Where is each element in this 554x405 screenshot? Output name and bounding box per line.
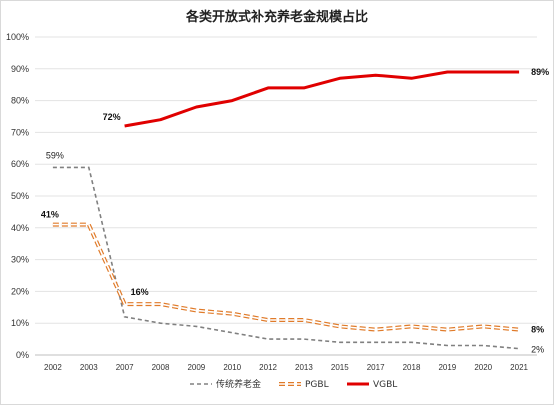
- series-line-2-outer: [52, 222, 520, 332]
- x-tick-label: 2007: [116, 363, 134, 372]
- x-tick-label: 2012: [259, 363, 277, 372]
- series-line-2-inner: [52, 223, 520, 331]
- data-label: 2%: [531, 345, 544, 355]
- x-tick-label: 2019: [438, 363, 456, 372]
- y-tick-label: 10%: [11, 318, 29, 328]
- series-line-1: [52, 166, 520, 350]
- legend-item-2: PGBL: [279, 380, 329, 390]
- x-tick-label: 2010: [223, 363, 241, 372]
- x-tick-label: 2003: [80, 363, 98, 372]
- y-tick-label: 30%: [11, 255, 29, 265]
- x-tick-label: 2018: [403, 363, 421, 372]
- x-tick-label: 2020: [474, 363, 492, 372]
- data-label: 72%: [103, 112, 121, 122]
- x-axis-ticks: 2002 2003 2007 2008 2009 2010 2012 2013 2015 2017…: [44, 363, 528, 372]
- x-tick-label: 2009: [187, 363, 205, 372]
- x-tick-label: 2015: [331, 363, 349, 372]
- gridlines: [35, 36, 537, 356]
- legend-item-3: VGBL: [347, 380, 397, 390]
- y-axis-ticks: 0% 10% 20% 30% 40% 50% 60% 70% 80% 90% 100%: [6, 32, 29, 360]
- data-label: 8%: [531, 325, 544, 335]
- y-tick-label: 70%: [11, 127, 29, 137]
- y-tick-label: 90%: [11, 64, 29, 74]
- legend: 传统养老金 PGBL VGBL: [190, 378, 397, 390]
- x-tick-label: 2017: [367, 363, 385, 372]
- y-tick-label: 60%: [11, 159, 29, 169]
- data-label: 59%: [46, 150, 64, 160]
- y-tick-label: 100%: [6, 32, 29, 42]
- y-tick-label: 80%: [11, 96, 29, 106]
- legend-label: VGBL: [373, 380, 397, 390]
- series-lines: [52, 70, 520, 350]
- chart-title: 各类开放式补充养老金规模占比: [185, 9, 368, 25]
- y-tick-label: 0%: [16, 350, 29, 360]
- y-tick-label: 50%: [11, 191, 29, 201]
- x-tick-label: 2013: [295, 363, 313, 372]
- data-label: 41%: [41, 210, 59, 220]
- y-tick-label: 20%: [11, 286, 29, 296]
- series-line-2: [52, 222, 520, 332]
- data-label: 89%: [531, 67, 549, 77]
- series-line-3: [124, 70, 520, 128]
- data-label: 16%: [131, 287, 149, 297]
- legend-label: PGBL: [305, 380, 329, 390]
- data-labels: 59% 41% 72% 16% 89% 8% 2%: [41, 67, 549, 355]
- x-tick-label: 2002: [44, 363, 62, 372]
- legend-item-1: 传统养老金: [190, 378, 261, 390]
- y-tick-label: 40%: [11, 223, 29, 233]
- x-tick-label: 2021: [510, 363, 528, 372]
- x-tick-label: 2008: [152, 363, 170, 372]
- legend-label: 传统养老金: [216, 378, 261, 390]
